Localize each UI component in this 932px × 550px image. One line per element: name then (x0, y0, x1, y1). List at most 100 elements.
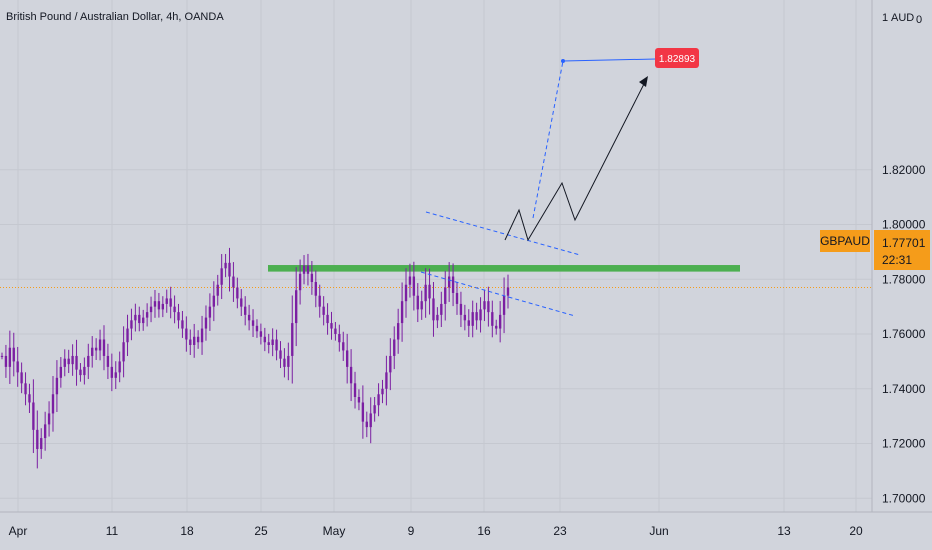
price-tick-label: 1.76000 (882, 327, 926, 341)
candle (357, 389, 361, 411)
candle-body (440, 303, 443, 315)
candle (130, 308, 133, 341)
candle (487, 286, 490, 327)
time-tick-label: 16 (477, 524, 491, 538)
candle (361, 385, 365, 439)
time-tick-label: 23 (553, 524, 567, 538)
grid (0, 0, 872, 512)
candle-body (220, 268, 223, 285)
candle (106, 343, 110, 380)
candle-body (4, 355, 8, 367)
candle-body (298, 273, 302, 291)
candle-body (326, 314, 329, 324)
candle-body (279, 350, 282, 359)
candle-body (247, 314, 251, 321)
candle-body (244, 306, 247, 315)
candle-body (479, 309, 482, 321)
candle (271, 328, 274, 357)
target-guide-line (532, 60, 564, 219)
candle-body (153, 301, 157, 307)
time-axis[interactable]: Apr 11 18 25 May 9 16 23 Jun 13 20 (9, 524, 863, 538)
candle-body (134, 314, 137, 321)
candle-body (126, 328, 129, 343)
top-partial-right-label: 0 (916, 14, 923, 26)
candle-body (314, 282, 317, 296)
candle-body (291, 323, 294, 356)
candle-body (0, 355, 4, 357)
candle (91, 336, 94, 368)
candle-body (283, 358, 286, 367)
candle-body (251, 320, 255, 326)
candle (28, 383, 31, 413)
candle (47, 401, 51, 437)
candle (149, 296, 153, 323)
candle (51, 376, 55, 432)
candle-body (447, 276, 451, 288)
candle (181, 310, 184, 338)
price-axis[interactable]: 1.82000 1.80000 1.78000 1.76000 1.74000 1.720… (882, 163, 926, 506)
candle-body (169, 298, 172, 307)
candle (244, 296, 247, 326)
candle (212, 281, 215, 322)
candle-body (16, 361, 19, 373)
candle-body (396, 323, 400, 340)
candle (295, 267, 298, 347)
candle-body (138, 314, 141, 324)
candle-body (12, 347, 15, 362)
candle (334, 321, 337, 341)
candle-body (177, 312, 180, 321)
candle-body (357, 397, 361, 403)
candle (16, 346, 19, 387)
candle-body (28, 394, 31, 403)
candle-body (232, 276, 235, 288)
candle-body (181, 320, 184, 329)
candle (463, 304, 467, 331)
candle-body (165, 298, 168, 304)
time-tick-label: 18 (180, 524, 194, 538)
candle (353, 371, 357, 409)
candle (349, 349, 353, 402)
candle (4, 344, 8, 378)
candle (279, 341, 282, 369)
candle (200, 315, 204, 355)
symbol-price-tag: GBPAUD 1.77701 22:31 (820, 230, 930, 270)
candle-body (212, 295, 215, 307)
candle (298, 259, 302, 305)
candle (220, 254, 223, 300)
candle (346, 333, 349, 384)
candle (302, 255, 306, 285)
candle (75, 339, 78, 386)
candle-body (455, 292, 459, 304)
candle (236, 277, 239, 309)
candle-body (349, 366, 353, 384)
projection-arrowhead (639, 76, 648, 87)
candle (400, 282, 404, 342)
candle (145, 303, 149, 327)
candle (196, 330, 200, 349)
candle-body (200, 328, 204, 343)
candle-body (381, 388, 384, 395)
candle (161, 296, 164, 318)
candle (342, 331, 345, 361)
candle-body (444, 287, 447, 304)
time-tick-label: Jun (649, 524, 668, 538)
candle (420, 290, 423, 320)
candle-body (224, 262, 227, 269)
candle-body (463, 314, 467, 321)
candle-body (71, 355, 74, 365)
candle (447, 262, 451, 302)
time-tick-label: Apr (9, 524, 28, 538)
price-tick-label: 1.82000 (882, 163, 926, 177)
time-tick-label: 9 (408, 524, 415, 538)
candle-body (502, 295, 506, 315)
candle-body (51, 394, 55, 414)
candle-body (318, 295, 321, 307)
candle (373, 397, 376, 422)
candle-body (67, 358, 70, 365)
candle-body (471, 312, 474, 326)
candle (173, 295, 176, 324)
candle (495, 319, 498, 335)
candle (177, 303, 180, 329)
